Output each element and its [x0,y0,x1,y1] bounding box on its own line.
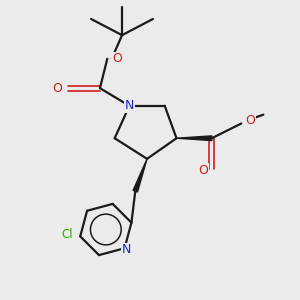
Text: O: O [112,52,122,65]
Text: O: O [245,114,255,127]
Polygon shape [176,136,212,141]
Text: O: O [198,164,208,177]
Text: N: N [125,99,134,112]
Text: O: O [52,82,62,95]
Polygon shape [133,159,147,192]
Text: N: N [122,243,131,256]
Text: Cl: Cl [61,228,73,242]
